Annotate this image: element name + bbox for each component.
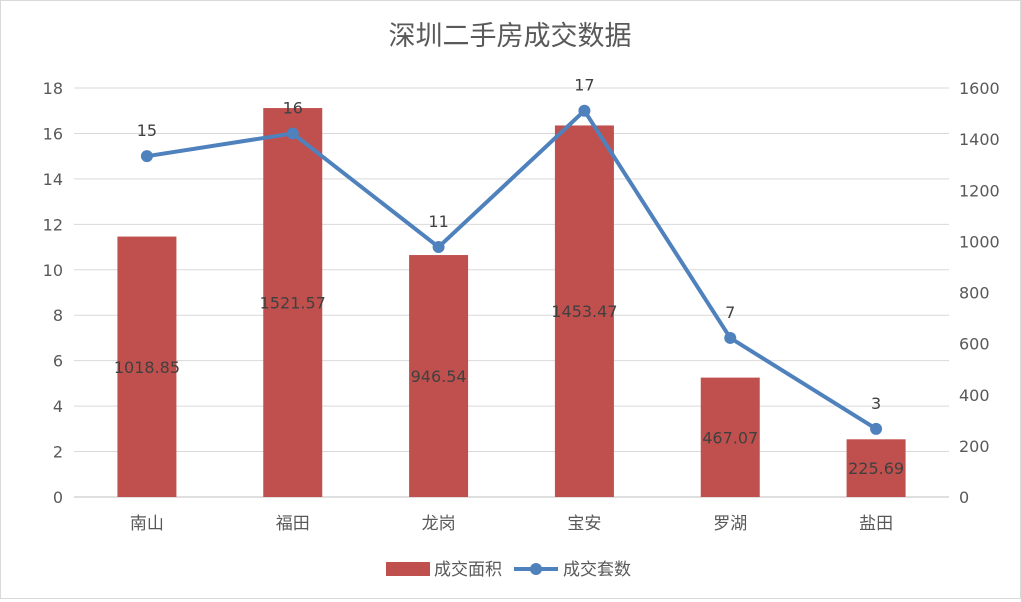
right-axis: 0 200 400 600 800 1000 1200 1400 1600 [959,79,1000,507]
legend-label: 成交面积 [434,560,502,580]
chart-title: 深圳二手房成交数据 [389,21,632,52]
bar [846,439,906,497]
right-tick-label: 0 [959,488,969,507]
right-tick-label: 400 [959,386,990,405]
left-tick-label: 0 [53,488,63,507]
line-data-label: 3 [871,394,881,413]
left-tick-label: 6 [53,352,63,371]
left-tick-label: 14 [43,170,63,189]
category-label: 龙岗 [422,514,456,534]
left-tick-label: 10 [43,261,63,280]
right-tick-label: 200 [959,437,990,456]
line-point [724,331,737,344]
bar [554,125,614,498]
line-data-label: 15 [137,121,157,140]
bar [263,108,323,497]
legend: 成交面积 成交套数 [386,560,631,580]
line-series: 15 16 11 17 7 3 [137,76,883,435]
bar-data-label: 1453.47 [551,302,617,321]
right-tick-label: 1400 [959,130,1000,149]
bar-data-label: 467.07 [702,428,758,447]
right-tick-label: 1000 [959,232,1000,251]
bar-series: 1018.85 1521.57 946.54 1453.47 467.07 225.69 [114,108,906,498]
line-point [140,150,153,163]
legend-label: 成交套数 [563,560,631,580]
category-label: 盐田 [859,514,893,534]
line-data-label: 7 [725,303,735,322]
line-point [286,127,299,140]
gridlines [74,87,949,498]
right-tick-label: 800 [959,284,990,303]
line-point [870,422,883,435]
right-tick-label: 600 [959,335,990,354]
left-tick-label: 8 [53,306,63,325]
bar [117,236,177,498]
right-tick-label: 1200 [959,181,1000,200]
right-tick-label: 1600 [959,79,1000,98]
left-tick-label: 12 [43,215,63,234]
category-label: 南山 [130,514,164,534]
category-label: 罗湖 [713,514,747,534]
left-tick-label: 16 [43,124,63,143]
line-data-label: 16 [283,98,303,117]
bar-data-label: 225.69 [848,459,904,478]
legend-swatch-bar [386,562,430,576]
line-point [432,241,445,254]
x-axis: 南山 福田 龙岗 宝安 罗湖 盐田 [130,514,893,534]
legend-swatch-marker [530,563,542,575]
category-label: 福田 [276,514,310,534]
bar [409,255,469,497]
bar [700,377,760,497]
left-tick-label: 2 [53,443,63,462]
left-tick-label: 18 [43,79,63,98]
line-point [578,104,591,117]
line-data-label: 11 [428,212,448,231]
category-label: 宝安 [567,514,601,534]
bar-data-label: 1018.85 [114,358,180,377]
left-tick-label: 4 [53,397,63,416]
line-path [144,108,879,431]
bar-data-label: 1521.57 [260,294,326,313]
line-data-label: 17 [574,76,594,95]
bar-data-label: 946.54 [411,367,467,386]
left-axis: 0 2 4 6 8 10 12 14 16 18 [43,79,63,507]
